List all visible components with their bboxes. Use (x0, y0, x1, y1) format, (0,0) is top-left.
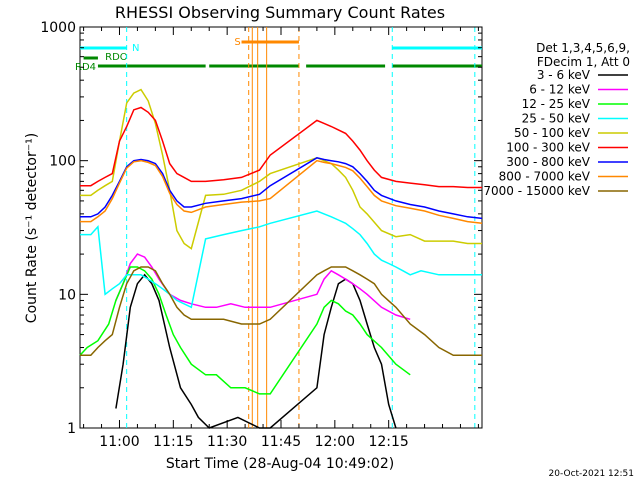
x-tick-label: 12:00 (315, 434, 355, 450)
legend-header-line1: Det 1,3,4,5,6,9, (536, 41, 630, 55)
x-tick-label: 11:30 (207, 434, 247, 450)
series-line-1 (115, 253, 411, 321)
x-tick-label: 11:15 (153, 434, 193, 450)
series-line-5 (80, 106, 482, 189)
legend-entry-label: 50 - 100 keV (514, 126, 591, 140)
x-tick-label: 12:15 (368, 434, 408, 450)
series-line-8 (80, 266, 482, 357)
x-tick-label: 11:45 (261, 434, 301, 450)
legend-entry-label: 7000 - 15000 keV (483, 184, 590, 198)
chart-title: RHESSI Observing Summary Count Rates (115, 3, 445, 22)
series-line-6 (80, 157, 483, 220)
series-line-4 (80, 88, 482, 250)
x-axis: 11:00 11:15 11:30 11:45 12:00 12:15 (83, 27, 479, 450)
flag-label-rdo: RDO (105, 52, 128, 63)
legend-entry-label: 800 - 7000 keV (499, 170, 591, 184)
flag-label-s: S (234, 37, 240, 48)
timestamp: 20-Oct-2021 12:51 (549, 469, 634, 479)
legend-entry-label: 12 - 25 keV (522, 97, 591, 111)
y-tick-label: 1 (67, 421, 76, 437)
y-axis: 1 10 100 1000 (40, 20, 482, 437)
x-tick-label: 11:00 (99, 434, 139, 450)
legend-header-line2: FDecim 1, Att 0 (537, 55, 630, 69)
legend-entry-label: 25 - 50 keV (522, 112, 591, 126)
series-line-7 (80, 159, 483, 225)
instrument-flags: N S RDO RD4 (75, 37, 482, 73)
legend: Det 1,3,4,5,6,9, FDecim 1, Att 0 3 - 6 k… (483, 41, 630, 198)
y-axis-label: Count Rate (s⁻¹ detector⁻¹) (24, 133, 40, 323)
legend-entry-label: 100 - 300 keV (506, 141, 590, 155)
series-line-3 (80, 210, 482, 309)
y-tick-label: 1000 (40, 20, 76, 36)
legend-entry-label: 6 - 12 keV (529, 83, 591, 97)
series-line-2 (79, 266, 411, 395)
y-tick-label: 10 (58, 287, 76, 303)
y-tick-label: 100 (49, 154, 76, 170)
legend-entry-label: 3 - 6 keV (537, 68, 591, 82)
flag-label-n: N (132, 43, 139, 54)
legend-entry-label: 300 - 800 keV (506, 155, 590, 169)
x-axis-label: Start Time (28-Aug-04 10:49:02) (166, 456, 394, 472)
series-layer (79, 88, 483, 429)
flag-label-rd4: RD4 (75, 62, 96, 73)
